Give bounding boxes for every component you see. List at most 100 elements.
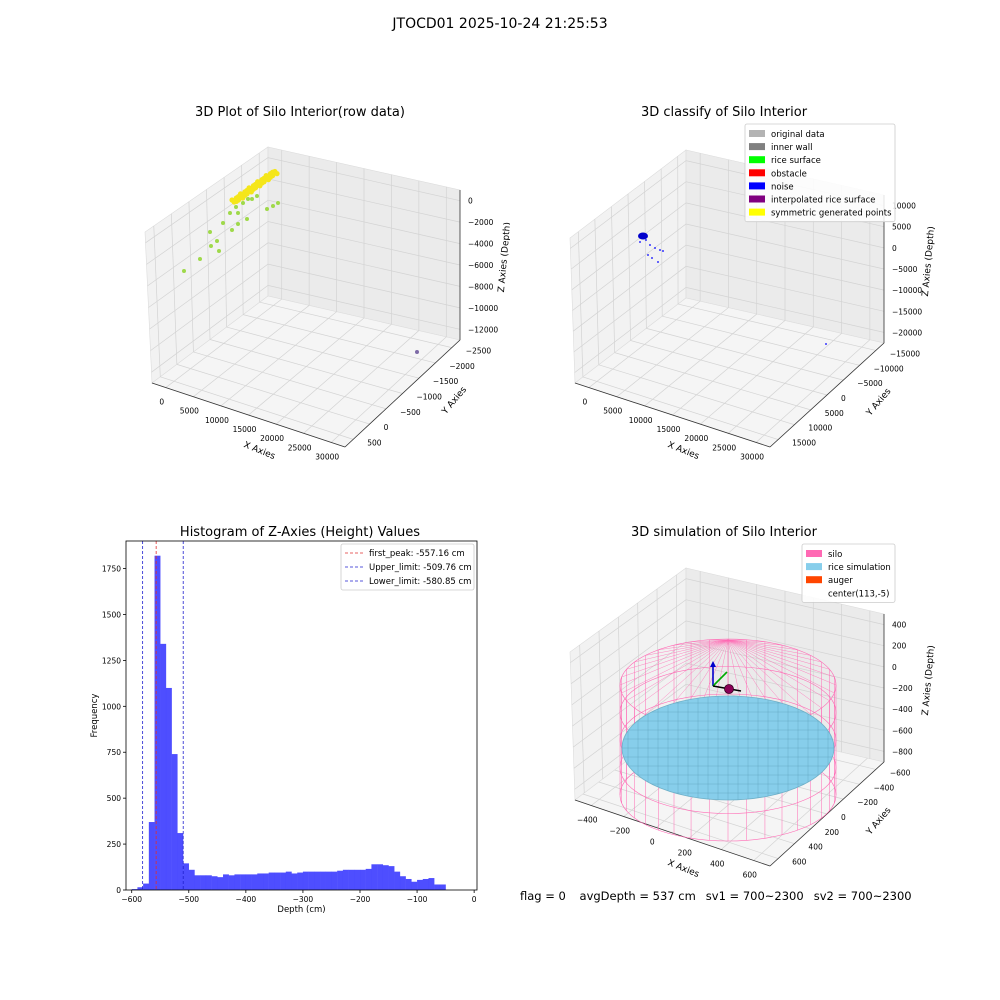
legend-swatch bbox=[806, 576, 822, 584]
x-wall-gridline bbox=[627, 193, 631, 341]
y-gridline bbox=[614, 352, 811, 411]
silo-roof-line bbox=[727, 639, 830, 670]
data-point bbox=[221, 221, 225, 225]
data-point bbox=[198, 257, 202, 261]
y-tick-label: 400 bbox=[808, 843, 823, 852]
triad-y-arrow bbox=[712, 671, 728, 687]
x-tick-label: 0 bbox=[650, 838, 655, 847]
histogram-bar bbox=[291, 873, 298, 890]
y-gridline bbox=[598, 781, 795, 845]
legend-swatch bbox=[749, 143, 765, 151]
y-tick-label: 500 bbox=[367, 438, 382, 447]
noise-cluster bbox=[638, 232, 648, 240]
silo-roof-line bbox=[645, 639, 729, 715]
legend-swatch bbox=[806, 563, 822, 571]
x-wall-gridline bbox=[241, 165, 244, 315]
histogram-bar bbox=[285, 871, 292, 890]
legend-label: Lower_limit: -580.85 cm bbox=[369, 577, 471, 587]
legend-swatch bbox=[749, 156, 765, 164]
silo-roof-line bbox=[727, 639, 811, 715]
scatter-points bbox=[182, 168, 419, 354]
y-axis-line bbox=[769, 342, 885, 448]
y-tick-label: −600 bbox=[890, 768, 911, 777]
x-axis-label: X Axies bbox=[666, 440, 701, 462]
z-gridline bbox=[148, 221, 461, 308]
scatter-points bbox=[638, 232, 827, 345]
triad-z-head bbox=[710, 661, 716, 667]
y-axis-label: Y Axies bbox=[864, 806, 893, 838]
y-tick-label: 0 bbox=[841, 394, 846, 403]
y-gridline bbox=[646, 328, 844, 381]
y-gridline bbox=[582, 793, 779, 859]
y-tick-label: −2500 bbox=[466, 347, 492, 356]
z-tick-label: −10000 bbox=[892, 286, 922, 295]
x-wall-gridline bbox=[206, 189, 211, 340]
histogram-bar bbox=[257, 873, 264, 890]
z-gridline bbox=[572, 244, 885, 332]
data-point bbox=[271, 204, 275, 208]
z-gridline bbox=[151, 285, 461, 373]
histogram-bar bbox=[274, 872, 281, 890]
z-gridline bbox=[573, 265, 885, 353]
z-tick-label: −5000 bbox=[892, 265, 918, 274]
x-tick-label: −400 bbox=[577, 816, 598, 825]
y-tick-label: 5000 bbox=[825, 409, 844, 418]
x-axis-label: X Axies bbox=[666, 858, 701, 880]
y-axis-line bbox=[769, 761, 885, 867]
figure-suptitle: JTOCD01 2025-10-24 21:25:53 bbox=[392, 16, 608, 32]
legend-label: interpolated rice surface bbox=[771, 196, 876, 206]
x-tick-label: 25000 bbox=[712, 443, 736, 452]
histogram-bar bbox=[268, 872, 275, 890]
silo-roof-line bbox=[727, 639, 822, 709]
x-tick-label: −400 bbox=[236, 895, 257, 904]
data-point bbox=[250, 197, 254, 201]
z-gridline bbox=[147, 199, 461, 287]
y-tick-label: 600 bbox=[792, 858, 807, 867]
x-tick-label: 200 bbox=[678, 849, 693, 858]
silo-roof-line bbox=[727, 639, 811, 656]
x-tick-label: 400 bbox=[710, 860, 725, 869]
y-gridline bbox=[176, 364, 370, 425]
histogram-bar bbox=[211, 876, 218, 890]
x-wall-gridline bbox=[188, 201, 194, 352]
x-axis-label: X Axies bbox=[242, 440, 277, 462]
histogram-bar bbox=[262, 873, 269, 890]
x-wall-gridline bbox=[577, 231, 584, 377]
y-tick-label: 0 bbox=[384, 423, 389, 432]
y-gridline bbox=[582, 376, 779, 440]
histogram-bar bbox=[314, 871, 321, 890]
y-tick-label: −400 bbox=[874, 783, 895, 792]
histogram-bar bbox=[143, 883, 150, 890]
x-tick-label: 600 bbox=[743, 871, 758, 880]
z-tick-label: 400 bbox=[892, 621, 907, 630]
silo-roof-line bbox=[727, 639, 835, 678]
y-tick-label: 15000 bbox=[792, 439, 816, 448]
silo-roof-line bbox=[727, 639, 798, 650]
y-tick-label: 0 bbox=[841, 813, 846, 822]
simulation-3d-plot: 3D simulation of Silo Interior−400−20002… bbox=[569, 525, 935, 880]
data-point bbox=[645, 239, 647, 241]
z-gridline bbox=[571, 202, 885, 291]
x-tick-label: 30000 bbox=[740, 452, 764, 461]
y-tick-label: −500 bbox=[400, 408, 421, 417]
histogram-bar bbox=[365, 868, 372, 890]
y-gridline bbox=[193, 351, 387, 410]
histogram-bar bbox=[325, 871, 332, 890]
histogram-bar bbox=[165, 687, 172, 890]
avg-depth-text: avgDepth = 537 cm bbox=[579, 889, 696, 903]
sv2-text: sv2 = 700~2300 bbox=[813, 889, 912, 903]
y-gridline bbox=[598, 364, 795, 426]
data-point bbox=[662, 250, 664, 252]
data-point bbox=[245, 217, 249, 221]
histogram-bar bbox=[154, 555, 161, 890]
y-gridline bbox=[226, 326, 420, 379]
y-tick-label: −15000 bbox=[890, 349, 920, 358]
y-axis-label: Frequency bbox=[90, 694, 100, 738]
z-gridline bbox=[572, 223, 885, 311]
z-tick-label: −4000 bbox=[468, 240, 494, 249]
legend-label: Upper_limit: -509.76 cm bbox=[369, 563, 472, 573]
y-tick-label: −1000 bbox=[417, 393, 443, 402]
z-tick-label: −400 bbox=[892, 705, 913, 714]
silo-roof-line bbox=[727, 639, 765, 642]
z-tick-label: 0 bbox=[468, 197, 473, 206]
